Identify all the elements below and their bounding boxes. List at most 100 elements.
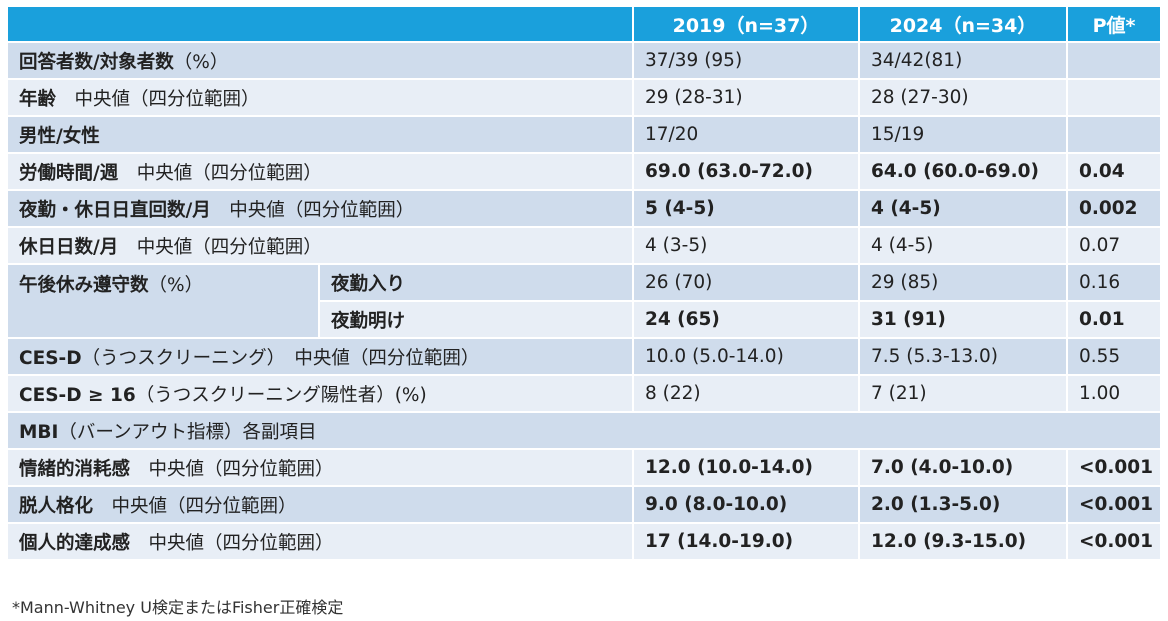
- table-row: 男性/女性 17/20 15/19: [6, 115, 1162, 154]
- row-sublabel: 中央値（四分位範囲）: [93, 495, 297, 517]
- p-value: [1066, 115, 1162, 154]
- header-row: 2019（n=37） 2024（n=34） P値*: [6, 5, 1162, 43]
- header-p-value: P値*: [1066, 5, 1162, 43]
- value-2024: 29 (85): [858, 263, 1068, 302]
- row-label-cell: 労働時間/週 中央値（四分位範囲）: [6, 152, 634, 191]
- value-2024: 34/42(81): [858, 41, 1068, 80]
- row-sublabel: （%）: [173, 51, 229, 73]
- row-sublabel: 中央値（四分位範囲）: [130, 532, 334, 554]
- row-label: 脱人格化: [19, 495, 94, 517]
- value-2024: 7.0 (4.0-10.0): [858, 448, 1068, 487]
- value-2019: 26 (70): [632, 263, 860, 302]
- value-2024: 4 (4-5): [858, 226, 1068, 265]
- header-blank-cell: [6, 5, 634, 43]
- row-label: 男性/女性: [19, 125, 100, 147]
- results-table: 2019（n=37） 2024（n=34） P値* 回答者数/対象者数（%） 3…: [6, 5, 1162, 561]
- row-label: 個人的達成感: [19, 532, 131, 554]
- p-value: [1066, 41, 1162, 80]
- row-sublabel: 中央値（四分位範囲）: [130, 458, 334, 480]
- row-label: 年齢: [19, 88, 57, 110]
- row-label: 休日日数/月: [19, 236, 119, 258]
- section-label-cell: MBI（バーンアウト指標）各副項目: [6, 411, 1162, 450]
- value-2019: 29 (28-31): [632, 78, 860, 117]
- row-sublabel: 中央値（四分位範囲）: [118, 236, 322, 258]
- row-label: CES-D: [19, 347, 82, 369]
- value-2024: 4 (4-5): [858, 189, 1068, 228]
- table-row: CES-D ≥ 16（うつスクリーニング陽性者）(%) 8 (22) 7 (21…: [6, 374, 1162, 413]
- row-label: 午後休み遵守数: [19, 275, 149, 296]
- row-label-cell: CES-D（うつスクリーニング） 中央値（四分位範囲）: [6, 337, 634, 376]
- value-2019: 12.0 (10.0-14.0): [632, 448, 860, 487]
- p-value: [1066, 78, 1162, 117]
- p-value: 0.04: [1066, 152, 1162, 191]
- row-sublabel: 中央値（四分位範囲）: [118, 162, 322, 184]
- p-value: <0.001: [1066, 522, 1162, 561]
- row-label-cell: 夜勤・休日日直回数/月 中央値（四分位範囲）: [6, 189, 634, 228]
- row-label-cell: 年齢 中央値（四分位範囲）: [6, 78, 634, 117]
- row-label: 労働時間/週: [19, 162, 119, 184]
- value-2024: 64.0 (60.0-69.0): [858, 152, 1068, 191]
- results-table-container: 2019（n=37） 2024（n=34） P値* 回答者数/対象者数（%） 3…: [6, 5, 1162, 561]
- p-value: 0.002: [1066, 189, 1162, 228]
- table-row: 情緒的消耗感 中央値（四分位範囲） 12.0 (10.0-14.0) 7.0 (…: [6, 448, 1162, 487]
- row-sublabel: （うつスクリーニング陽性者）(%): [135, 384, 427, 406]
- table-row: CES-D（うつスクリーニング） 中央値（四分位範囲） 10.0 (5.0-14…: [6, 337, 1162, 376]
- row-sublabel: （うつスクリーニング） 中央値（四分位範囲）: [81, 347, 480, 369]
- sub-row-label: 夜勤明け: [318, 300, 634, 339]
- row-label: CES-D ≥ 16: [19, 384, 136, 406]
- row-label-cell: 男性/女性: [6, 115, 634, 154]
- section-sublabel: （バーンアウト指標）各副項目: [58, 421, 317, 443]
- value-2024: 15/19: [858, 115, 1068, 154]
- value-2019: 17 (14.0-19.0): [632, 522, 860, 561]
- row-sublabel: （%）: [148, 275, 204, 296]
- row-label-cell: 情緒的消耗感 中央値（四分位範囲）: [6, 448, 634, 487]
- sub-row-label: 夜勤入り: [318, 263, 634, 302]
- value-2024: 31 (91): [858, 300, 1068, 339]
- p-value: 0.16: [1066, 263, 1162, 302]
- table-row: 夜勤・休日日直回数/月 中央値（四分位範囲） 5 (4-5) 4 (4-5) 0…: [6, 189, 1162, 228]
- table-row: 個人的達成感 中央値（四分位範囲） 17 (14.0-19.0) 12.0 (9…: [6, 522, 1162, 561]
- table-row: 夜勤明け 24 (65) 31 (91) 0.01: [7, 300, 1162, 339]
- table-row: 午後休み遵守数（%） 夜勤入り 26 (70) 29 (85) 0.16: [6, 263, 1162, 339]
- value-2019: 9.0 (8.0-10.0): [632, 485, 860, 524]
- row-label-cell: 脱人格化 中央値（四分位範囲）: [6, 485, 634, 524]
- row-label: 情緒的消耗感: [19, 458, 131, 480]
- table-row: 労働時間/週 中央値（四分位範囲） 69.0 (63.0-72.0) 64.0 …: [6, 152, 1162, 191]
- value-2019: 37/39 (95): [632, 41, 860, 80]
- row-label: 回答者数/対象者数: [19, 51, 174, 73]
- value-2024: 28 (27-30): [858, 78, 1068, 117]
- value-2019: 17/20: [632, 115, 860, 154]
- section-row: MBI（バーンアウト指標）各副項目: [6, 411, 1162, 450]
- header-2024: 2024（n=34）: [858, 5, 1068, 43]
- value-2019: 69.0 (63.0-72.0): [632, 152, 860, 191]
- value-2024: 7.5 (5.3-13.0): [858, 337, 1068, 376]
- table-row: 休日日数/月 中央値（四分位範囲） 4 (3-5) 4 (4-5) 0.07: [6, 226, 1162, 265]
- table-row: 年齢 中央値（四分位範囲） 29 (28-31) 28 (27-30): [6, 78, 1162, 117]
- value-2019: 4 (3-5): [632, 226, 860, 265]
- value-2019: 8 (22): [632, 374, 860, 413]
- row-label-cell: 個人的達成感 中央値（四分位範囲）: [6, 522, 634, 561]
- footnote: *Mann-Whitney U検定またはFisher正確検定: [12, 598, 344, 617]
- row-sublabel: 中央値（四分位範囲）: [56, 88, 260, 110]
- p-value: 0.07: [1066, 226, 1162, 265]
- table-row: 回答者数/対象者数（%） 37/39 (95) 34/42(81): [6, 41, 1162, 80]
- p-value: 0.55: [1066, 337, 1162, 376]
- value-2019: 10.0 (5.0-14.0): [632, 337, 860, 376]
- row-label-cell: 回答者数/対象者数（%）: [6, 41, 634, 80]
- value-2019: 24 (65): [632, 300, 860, 339]
- section-label: MBI: [19, 421, 59, 443]
- p-value: 0.01: [1066, 300, 1162, 339]
- value-2024: 7 (21): [858, 374, 1068, 413]
- p-value: <0.001: [1066, 448, 1162, 487]
- value-2019: 5 (4-5): [632, 189, 860, 228]
- value-2024: 2.0 (1.3-5.0): [858, 485, 1068, 524]
- p-value: 1.00: [1066, 374, 1162, 413]
- row-label-cell: CES-D ≥ 16（うつスクリーニング陽性者）(%): [6, 374, 634, 413]
- row-label: 夜勤・休日日直回数/月: [19, 199, 211, 221]
- row-label-cell: 休日日数/月 中央値（四分位範囲）: [6, 226, 634, 265]
- row-label-cell: 午後休み遵守数（%）: [6, 263, 320, 339]
- p-value: <0.001: [1066, 485, 1162, 524]
- table-row: 脱人格化 中央値（四分位範囲） 9.0 (8.0-10.0) 2.0 (1.3-…: [6, 485, 1162, 524]
- row-sublabel: 中央値（四分位範囲）: [210, 199, 415, 221]
- value-2024: 12.0 (9.3-15.0): [858, 522, 1068, 561]
